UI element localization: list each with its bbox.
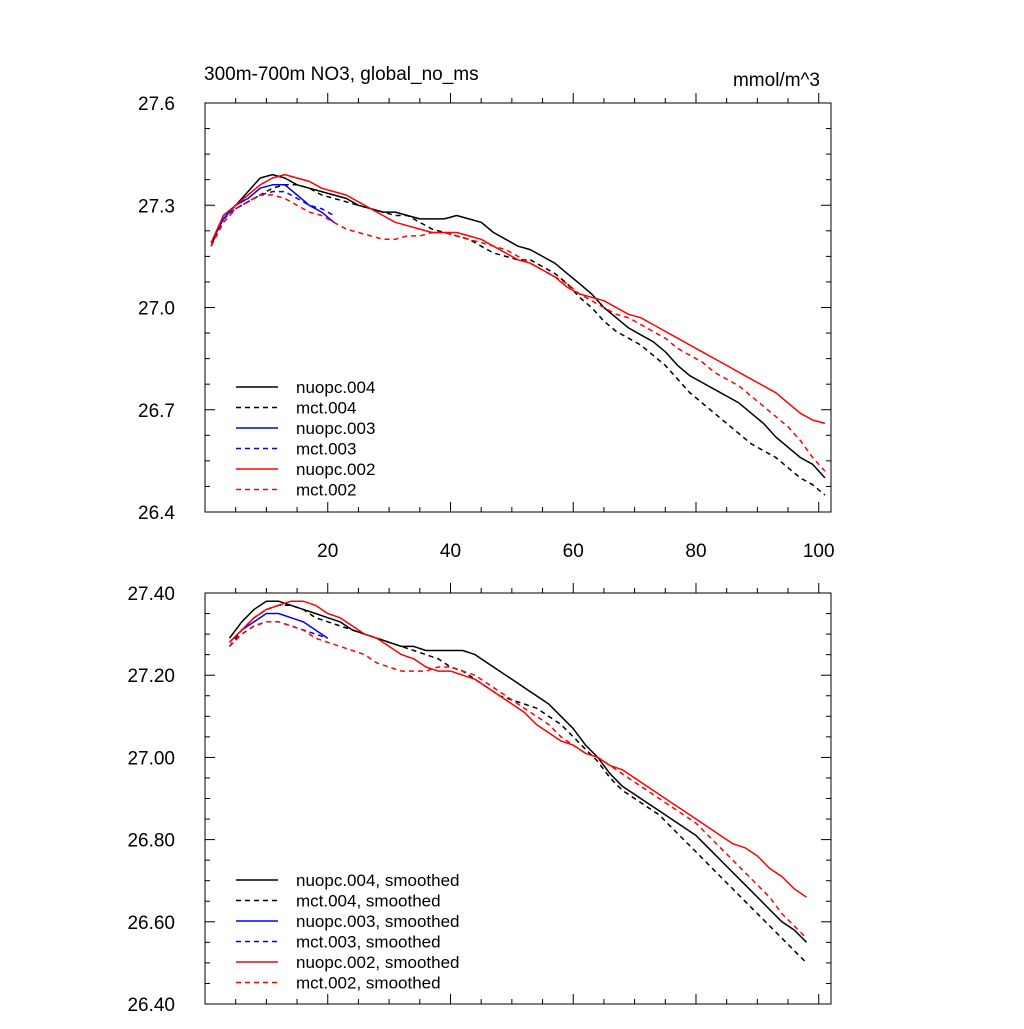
series-line-nuopc-004-smoothed bbox=[228, 600, 808, 943]
y-tick-label: 26.4 bbox=[138, 503, 175, 524]
series-line-nuopc-002 bbox=[210, 173, 826, 425]
x-tick-label: 20 bbox=[317, 541, 338, 562]
series-line-mct-003-smoothed bbox=[228, 621, 328, 647]
x-tick-label: 80 bbox=[685, 541, 706, 562]
x-tick-label: 100 bbox=[803, 541, 835, 562]
series-line-mct-004-smoothed bbox=[228, 604, 808, 964]
y-tick-label: 27.3 bbox=[138, 196, 175, 217]
y-tick-label: 27.20 bbox=[127, 666, 175, 687]
legend-label: nuopc.004 bbox=[296, 378, 375, 397]
x-tick-label: 60 bbox=[563, 541, 584, 562]
legend-label: nuopc.003 bbox=[296, 419, 375, 438]
legend-label: mct.004 bbox=[296, 399, 356, 418]
bottom-panel: 26.40 26.60 26.80 27.00 27.20 27.40 nuopc.004,… bbox=[127, 583, 832, 1016]
chart-title: 300m-700m NO3, global_no_ms bbox=[204, 64, 479, 85]
legend-label: nuopc.004, smoothed bbox=[296, 871, 460, 890]
y-tick-label: 27.6 bbox=[138, 94, 175, 115]
top-panel: 300m-700m NO3, global_no_ms mmol/m^3 26.… bbox=[138, 64, 835, 562]
y-tick-label: 26.80 bbox=[127, 831, 175, 852]
legend-label: nuopc.002, smoothed bbox=[296, 953, 460, 972]
legend-label: mct.002 bbox=[296, 481, 356, 500]
series-line-nuopc-003 bbox=[210, 184, 335, 244]
series-line-mct-002-smoothed bbox=[228, 621, 808, 939]
legend-label: mct.004, smoothed bbox=[296, 892, 441, 911]
series-line-nuopc-003-smoothed bbox=[228, 612, 329, 643]
y-tick-label: 27.40 bbox=[127, 584, 175, 605]
legend-label: mct.003 bbox=[296, 440, 356, 459]
y-tick-label: 27.00 bbox=[127, 748, 175, 769]
series-line-mct-002 bbox=[210, 194, 826, 472]
legend-label: mct.003, smoothed bbox=[296, 933, 441, 952]
y-tick-label: 26.40 bbox=[127, 995, 175, 1016]
y-tick-label: 26.60 bbox=[127, 913, 175, 934]
x-tick-label: 40 bbox=[440, 541, 461, 562]
series-line-nuopc-002-smoothed bbox=[228, 600, 807, 898]
series-line-mct-004 bbox=[210, 184, 826, 496]
series-line-mct-003 bbox=[210, 190, 335, 244]
legend-label: nuopc.003, smoothed bbox=[296, 912, 460, 931]
units-label: mmol/m^3 bbox=[733, 70, 820, 91]
series-line-nuopc-004 bbox=[210, 173, 826, 479]
legend-label: mct.002, smoothed bbox=[296, 974, 441, 993]
legend-label: nuopc.002 bbox=[296, 460, 375, 479]
y-tick-label: 27.0 bbox=[138, 299, 175, 320]
y-tick-label: 26.7 bbox=[138, 401, 175, 422]
